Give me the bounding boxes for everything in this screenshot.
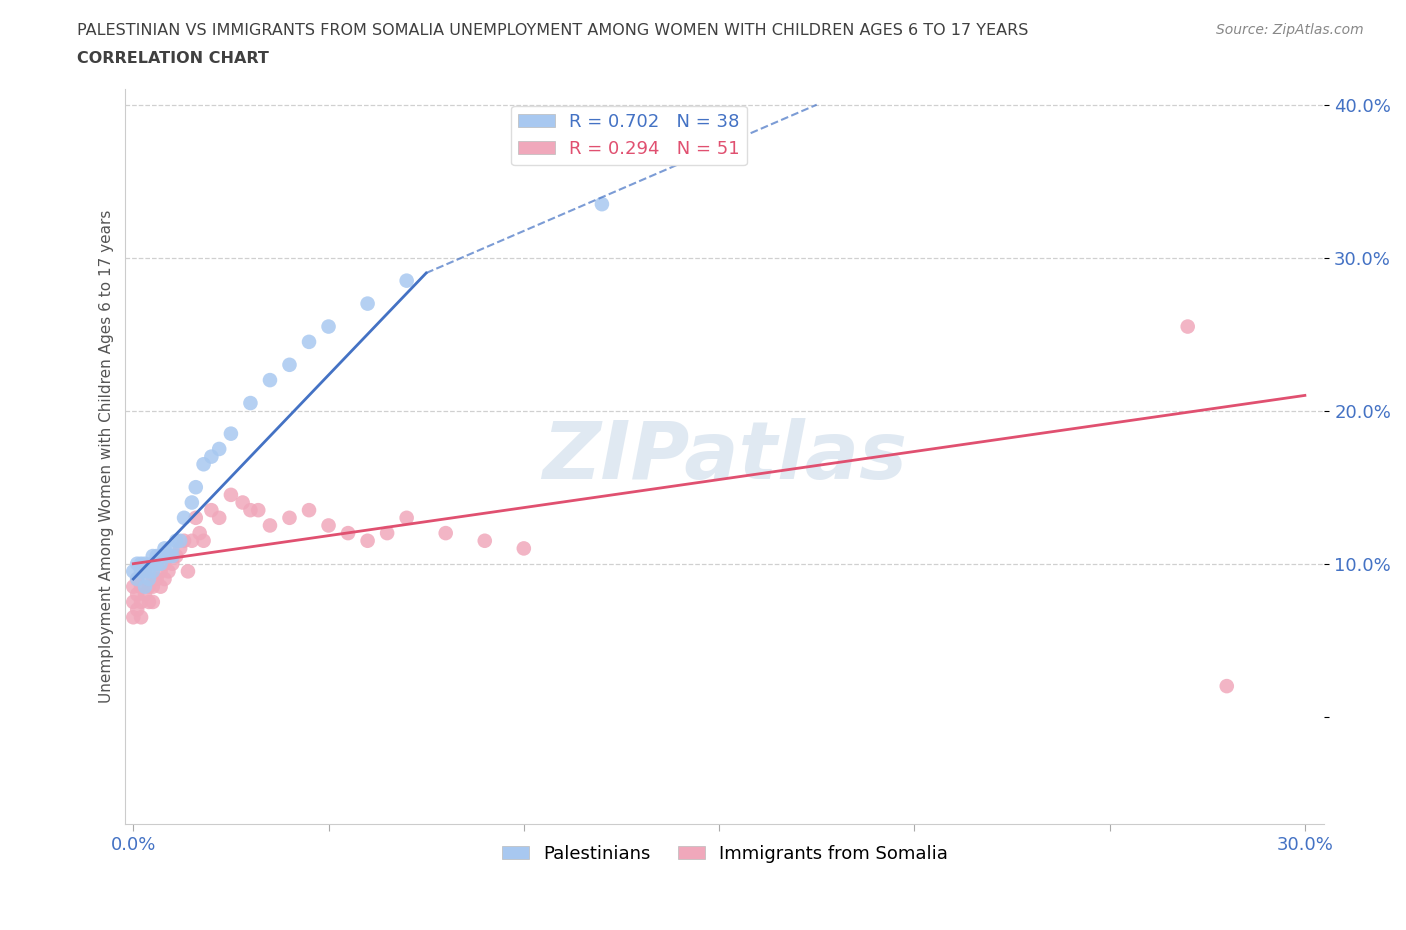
- Point: [142, 594, 165, 609]
- Point: [1177, 319, 1199, 334]
- Point: [153, 541, 176, 556]
- Text: Source: ZipAtlas.com: Source: ZipAtlas.com: [1216, 23, 1364, 37]
- Point: [142, 564, 165, 578]
- Point: [1216, 679, 1239, 694]
- Point: [145, 556, 167, 571]
- Point: [200, 449, 222, 464]
- Point: [434, 525, 457, 540]
- Point: [184, 480, 207, 495]
- Point: [188, 525, 211, 540]
- Point: [184, 511, 207, 525]
- Point: [278, 511, 301, 525]
- Point: [129, 556, 152, 571]
- Point: [162, 556, 184, 571]
- Point: [591, 197, 613, 212]
- Text: ZIPatlas: ZIPatlas: [543, 418, 907, 496]
- Point: [180, 533, 202, 548]
- Point: [278, 357, 301, 372]
- Point: [142, 579, 165, 594]
- Point: [169, 541, 191, 556]
- Point: [127, 572, 149, 587]
- Point: [259, 518, 281, 533]
- Point: [259, 373, 281, 388]
- Point: [395, 273, 418, 288]
- Point: [173, 511, 195, 525]
- Point: [127, 572, 149, 587]
- Y-axis label: Unemployment Among Women with Children Ages 6 to 17 years: Unemployment Among Women with Children A…: [100, 210, 114, 703]
- Point: [138, 564, 160, 578]
- Point: [142, 572, 165, 587]
- Point: [142, 556, 165, 571]
- Point: [219, 487, 242, 502]
- Point: [318, 319, 340, 334]
- Point: [122, 579, 145, 594]
- Point: [134, 564, 156, 578]
- Point: [142, 549, 165, 564]
- Point: [193, 457, 215, 472]
- Point: [239, 503, 262, 518]
- Point: [129, 610, 152, 625]
- Point: [153, 572, 176, 587]
- Point: [200, 503, 222, 518]
- Point: [219, 426, 242, 441]
- Point: [134, 587, 156, 602]
- Point: [318, 518, 340, 533]
- Point: [232, 495, 254, 510]
- Point: [165, 549, 187, 564]
- Point: [180, 495, 202, 510]
- Point: [149, 579, 172, 594]
- Point: [247, 503, 270, 518]
- Point: [127, 587, 149, 602]
- Point: [157, 564, 180, 578]
- Point: [356, 533, 378, 548]
- Point: [298, 503, 321, 518]
- Text: CORRELATION CHART: CORRELATION CHART: [77, 51, 269, 66]
- Point: [149, 556, 172, 571]
- Point: [153, 549, 176, 564]
- Point: [129, 579, 152, 594]
- Point: [129, 564, 152, 578]
- Point: [122, 564, 145, 578]
- Point: [173, 533, 195, 548]
- Point: [337, 525, 360, 540]
- Point: [375, 525, 398, 540]
- Point: [153, 556, 176, 571]
- Point: [127, 556, 149, 571]
- Point: [193, 533, 215, 548]
- Point: [165, 533, 187, 548]
- Point: [298, 335, 321, 350]
- Point: [138, 579, 160, 594]
- Point: [127, 602, 149, 617]
- Point: [129, 594, 152, 609]
- Point: [513, 541, 536, 556]
- Point: [145, 572, 167, 587]
- Point: [149, 564, 172, 578]
- Point: [208, 511, 231, 525]
- Point: [134, 556, 156, 571]
- Point: [145, 556, 167, 571]
- Point: [356, 296, 378, 311]
- Point: [162, 541, 184, 556]
- Point: [138, 572, 160, 587]
- Point: [145, 549, 167, 564]
- Point: [162, 549, 184, 564]
- Point: [239, 395, 262, 410]
- Legend: Palestinians, Immigrants from Somalia: Palestinians, Immigrants from Somalia: [495, 837, 955, 870]
- Point: [177, 564, 200, 578]
- Text: PALESTINIAN VS IMMIGRANTS FROM SOMALIA UNEMPLOYMENT AMONG WOMEN WITH CHILDREN AG: PALESTINIAN VS IMMIGRANTS FROM SOMALIA U…: [77, 23, 1029, 38]
- Point: [122, 594, 145, 609]
- Point: [169, 533, 191, 548]
- Point: [149, 549, 172, 564]
- Point: [134, 579, 156, 594]
- Point: [122, 610, 145, 625]
- Point: [395, 511, 418, 525]
- Point: [138, 594, 160, 609]
- Point: [208, 442, 231, 457]
- Point: [474, 533, 496, 548]
- Point: [157, 549, 180, 564]
